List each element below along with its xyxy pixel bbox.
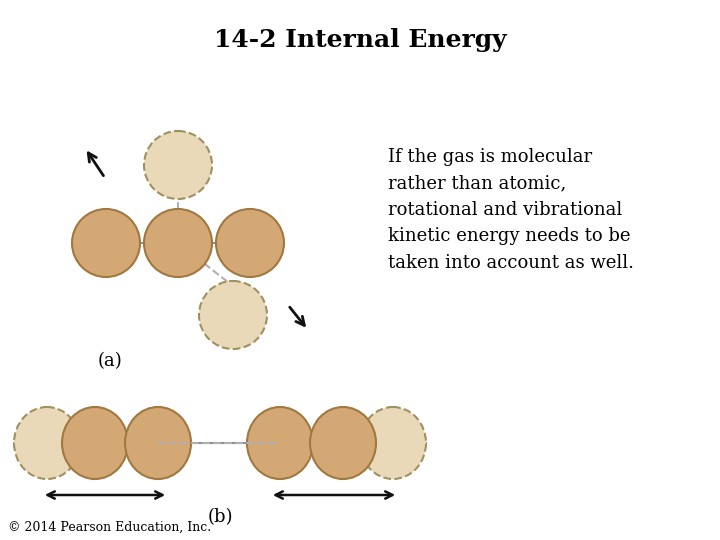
Ellipse shape xyxy=(247,407,313,479)
Ellipse shape xyxy=(62,407,128,479)
Text: © 2014 Pearson Education, Inc.: © 2014 Pearson Education, Inc. xyxy=(8,521,211,534)
Ellipse shape xyxy=(360,407,426,479)
Ellipse shape xyxy=(144,209,212,277)
Ellipse shape xyxy=(199,281,267,349)
Ellipse shape xyxy=(310,407,376,479)
Ellipse shape xyxy=(14,407,80,479)
Ellipse shape xyxy=(144,131,212,199)
Text: (b): (b) xyxy=(207,508,233,526)
Ellipse shape xyxy=(125,407,191,479)
Text: 14-2 Internal Energy: 14-2 Internal Energy xyxy=(214,28,506,52)
Ellipse shape xyxy=(216,209,284,277)
Ellipse shape xyxy=(72,209,140,277)
Text: If the gas is molecular
rather than atomic,
rotational and vibrational
kinetic e: If the gas is molecular rather than atom… xyxy=(388,148,634,272)
Text: (a): (a) xyxy=(98,352,122,370)
